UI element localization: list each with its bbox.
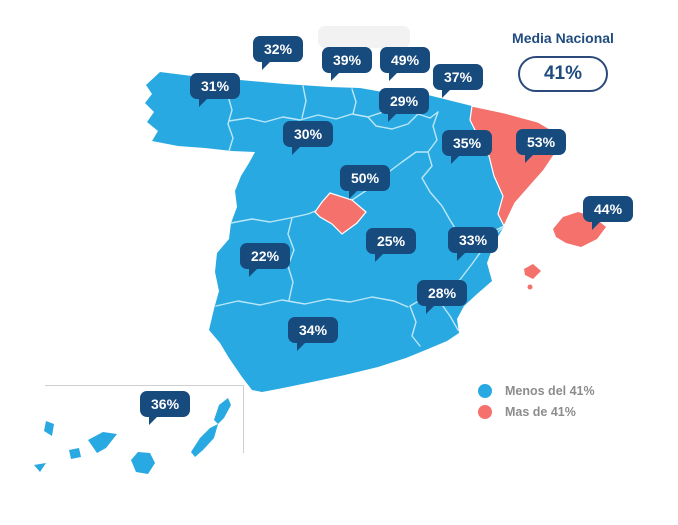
callout-extremadura: 22% [240,243,291,277]
legend-label-menos: Menos del 41% [505,384,595,398]
callout-galicia: 31% [190,73,241,107]
island-la-palma[interactable] [44,421,54,436]
canary-inset-box [45,385,244,453]
legend-item-mas: Mas de 41% [478,405,595,419]
legend-dot-blue-icon [478,384,492,398]
callout-comunidad-valenciana: 33% [448,227,499,261]
ghost-callout [318,26,410,48]
callout-navarra: 37% [433,64,484,98]
national-average-title: Media Nacional [512,30,614,46]
island-formentera[interactable] [527,284,533,290]
legend: Menos del 41% Mas de 41% [478,384,595,426]
callout-murcia: 28% [417,280,468,314]
island-lanzarote[interactable] [214,398,231,424]
island-fuerteventura[interactable] [191,424,218,457]
callout-cataluna: 53% [516,129,567,163]
island-ibiza[interactable] [524,264,541,279]
legend-dot-red-icon [478,405,492,419]
callout-castilla-la-mancha: 25% [366,228,417,262]
callout-baleares: 44% [583,196,634,230]
callout-asturias: 32% [253,36,304,70]
legend-label-mas: Mas de 41% [505,405,576,419]
callout-la-rioja: 29% [379,88,430,122]
callout-madrid: 50% [340,165,391,199]
callout-pais-vasco: 49% [380,47,431,81]
callout-aragon: 35% [442,130,493,164]
region-canarias[interactable] [34,398,231,474]
island-la-gomera[interactable] [69,448,81,459]
island-gran-canaria[interactable] [131,452,155,474]
callout-andalucia: 34% [288,317,339,351]
region-madrid[interactable] [314,192,367,235]
island-tenerife[interactable] [88,432,117,453]
legend-item-menos: Menos del 41% [478,384,595,398]
national-average-value: 41% [518,56,608,92]
island-el-hierro[interactable] [34,463,46,472]
national-average-block: Media Nacional 41% [498,30,628,92]
callout-castilla-y-leon: 30% [283,121,334,155]
callout-canarias: 36% [140,391,191,425]
callout-cantabria: 39% [322,47,373,81]
